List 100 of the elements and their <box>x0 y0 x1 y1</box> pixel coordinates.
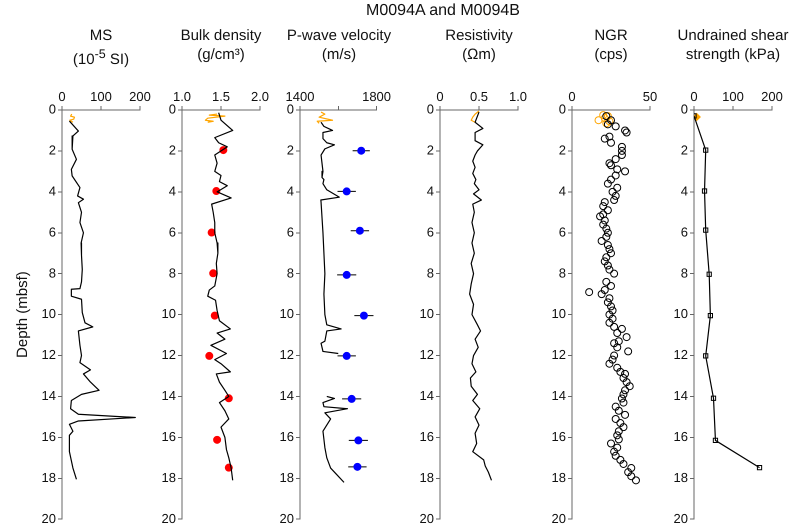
y-tick-label: 14 <box>42 388 56 404</box>
y-tick-label: 2 <box>426 142 434 158</box>
x-axis-title: P-wave velocity (m/s) <box>286 26 392 64</box>
y-tick-label: 12 <box>674 347 688 362</box>
y-tick-label: 18 <box>420 470 434 485</box>
y-tick-label: 14 <box>552 388 566 404</box>
x-tick-label: 2.0 <box>250 88 270 104</box>
y-tick-label: 4 <box>168 183 176 198</box>
x-tick-label: 100 <box>722 88 744 104</box>
y-tick-label: 0 <box>168 102 176 117</box>
y-tick-label: 10 <box>674 306 688 322</box>
point <box>708 313 713 318</box>
point <box>702 188 708 194</box>
y-tick-label: 16 <box>162 428 176 444</box>
y-tick-label: 18 <box>42 470 56 485</box>
x-tick-label: 0 <box>436 88 444 104</box>
x-axis-title: Bulk density (g/cm³) <box>180 27 262 63</box>
y-tick-label: 8 <box>48 265 56 280</box>
point <box>356 226 364 235</box>
point <box>706 272 712 277</box>
y-tick-label: 10 <box>420 306 434 322</box>
y-tick-label: 12 <box>42 347 56 362</box>
y-tick-label: 12 <box>552 347 566 362</box>
x-tick-label: 200 <box>761 88 783 104</box>
y-tick-label: 4 <box>426 183 434 198</box>
x-tick-label: 1.0 <box>508 88 528 104</box>
y-tick-label: 16 <box>674 428 688 444</box>
y-tick-label: 6 <box>558 224 566 240</box>
y-tick-label: 20 <box>280 510 294 526</box>
x-tick-label: 0 <box>58 88 66 104</box>
chart-title: M0094A and M0094B <box>366 2 520 19</box>
y-tick-label: 2 <box>680 142 688 158</box>
y-tick-label: 16 <box>552 428 566 444</box>
x-axis-title: NGR (cps) <box>594 27 628 63</box>
point <box>342 187 351 196</box>
y-tick-label: 4 <box>286 183 294 198</box>
x-tick-label: 100 <box>90 88 112 104</box>
point <box>205 352 214 360</box>
point <box>360 312 368 320</box>
y-tick-label: 4 <box>558 183 566 198</box>
x-axis-title: Resistivity (Ωm) <box>444 26 514 64</box>
y-tick-label: 20 <box>42 510 56 526</box>
point <box>210 312 219 320</box>
y-tick-label: 8 <box>426 265 434 280</box>
point <box>703 353 708 359</box>
y-tick-label: 14 <box>420 388 434 404</box>
y-tick-label: 10 <box>280 306 294 322</box>
y-tick-label: 8 <box>558 265 566 280</box>
y-tick-label: 16 <box>42 428 56 444</box>
x-tick-label: 1.5 <box>212 88 230 104</box>
y-tick-label: 12 <box>420 347 434 362</box>
y-tick-label: 14 <box>280 388 294 404</box>
x-axis-title: MS (10$^{-5}$ SI) <box>72 26 130 69</box>
x-tick-label: 200 <box>129 88 151 104</box>
y-tick-label: 2 <box>286 142 294 158</box>
y-tick-label: 6 <box>426 224 434 240</box>
y-tick-label: 10 <box>162 306 176 322</box>
y-tick-label: 18 <box>162 470 176 485</box>
point <box>703 227 708 233</box>
x-tick-label: 0 <box>568 88 576 104</box>
x-tick-label: 1800 <box>362 88 391 104</box>
y-tick-label: 4 <box>680 183 688 198</box>
y-tick-label: 18 <box>280 470 294 485</box>
point <box>703 147 708 153</box>
y-tick-label: 14 <box>162 388 176 404</box>
y-tick-label: 0 <box>558 102 566 117</box>
x-tick-label: 0 <box>690 88 698 104</box>
point <box>209 269 218 278</box>
y-tick-label: 0 <box>680 102 688 117</box>
x-tick-label: 1400 <box>286 88 314 104</box>
point <box>348 394 356 403</box>
y-tick-label: 0 <box>426 102 434 117</box>
y-tick-label: 20 <box>162 510 176 526</box>
y-tick-label: 8 <box>168 265 176 280</box>
y-tick-label: 8 <box>680 265 688 280</box>
y-tick-label: 20 <box>674 510 688 526</box>
point <box>342 270 351 279</box>
x-axis-title: Undrained shear strength (kPa) <box>676 26 790 64</box>
y-tick-label: 18 <box>674 470 688 485</box>
x-tick-label: 0.5 <box>470 88 488 104</box>
y-tick-label: 14 <box>674 388 688 404</box>
point <box>357 146 366 155</box>
y-tick-label: 20 <box>420 510 434 526</box>
y-tick-label: 2 <box>48 142 56 158</box>
y-tick-label: 12 <box>280 347 294 362</box>
y-tick-label: 6 <box>286 224 294 240</box>
y-tick-label: 0 <box>286 102 294 117</box>
point <box>354 436 362 444</box>
y-tick-label: 4 <box>48 183 56 198</box>
point <box>712 438 718 444</box>
y-tick-label: 6 <box>680 224 688 240</box>
y-tick-label: 16 <box>280 428 294 444</box>
point <box>213 436 222 444</box>
y-tick-label: 10 <box>42 306 56 322</box>
y-tick-label: 2 <box>558 142 566 158</box>
point <box>342 352 351 360</box>
y-tick-label: 10 <box>552 306 566 322</box>
point <box>353 462 362 471</box>
point <box>756 465 762 470</box>
y-tick-label: 20 <box>552 510 566 526</box>
